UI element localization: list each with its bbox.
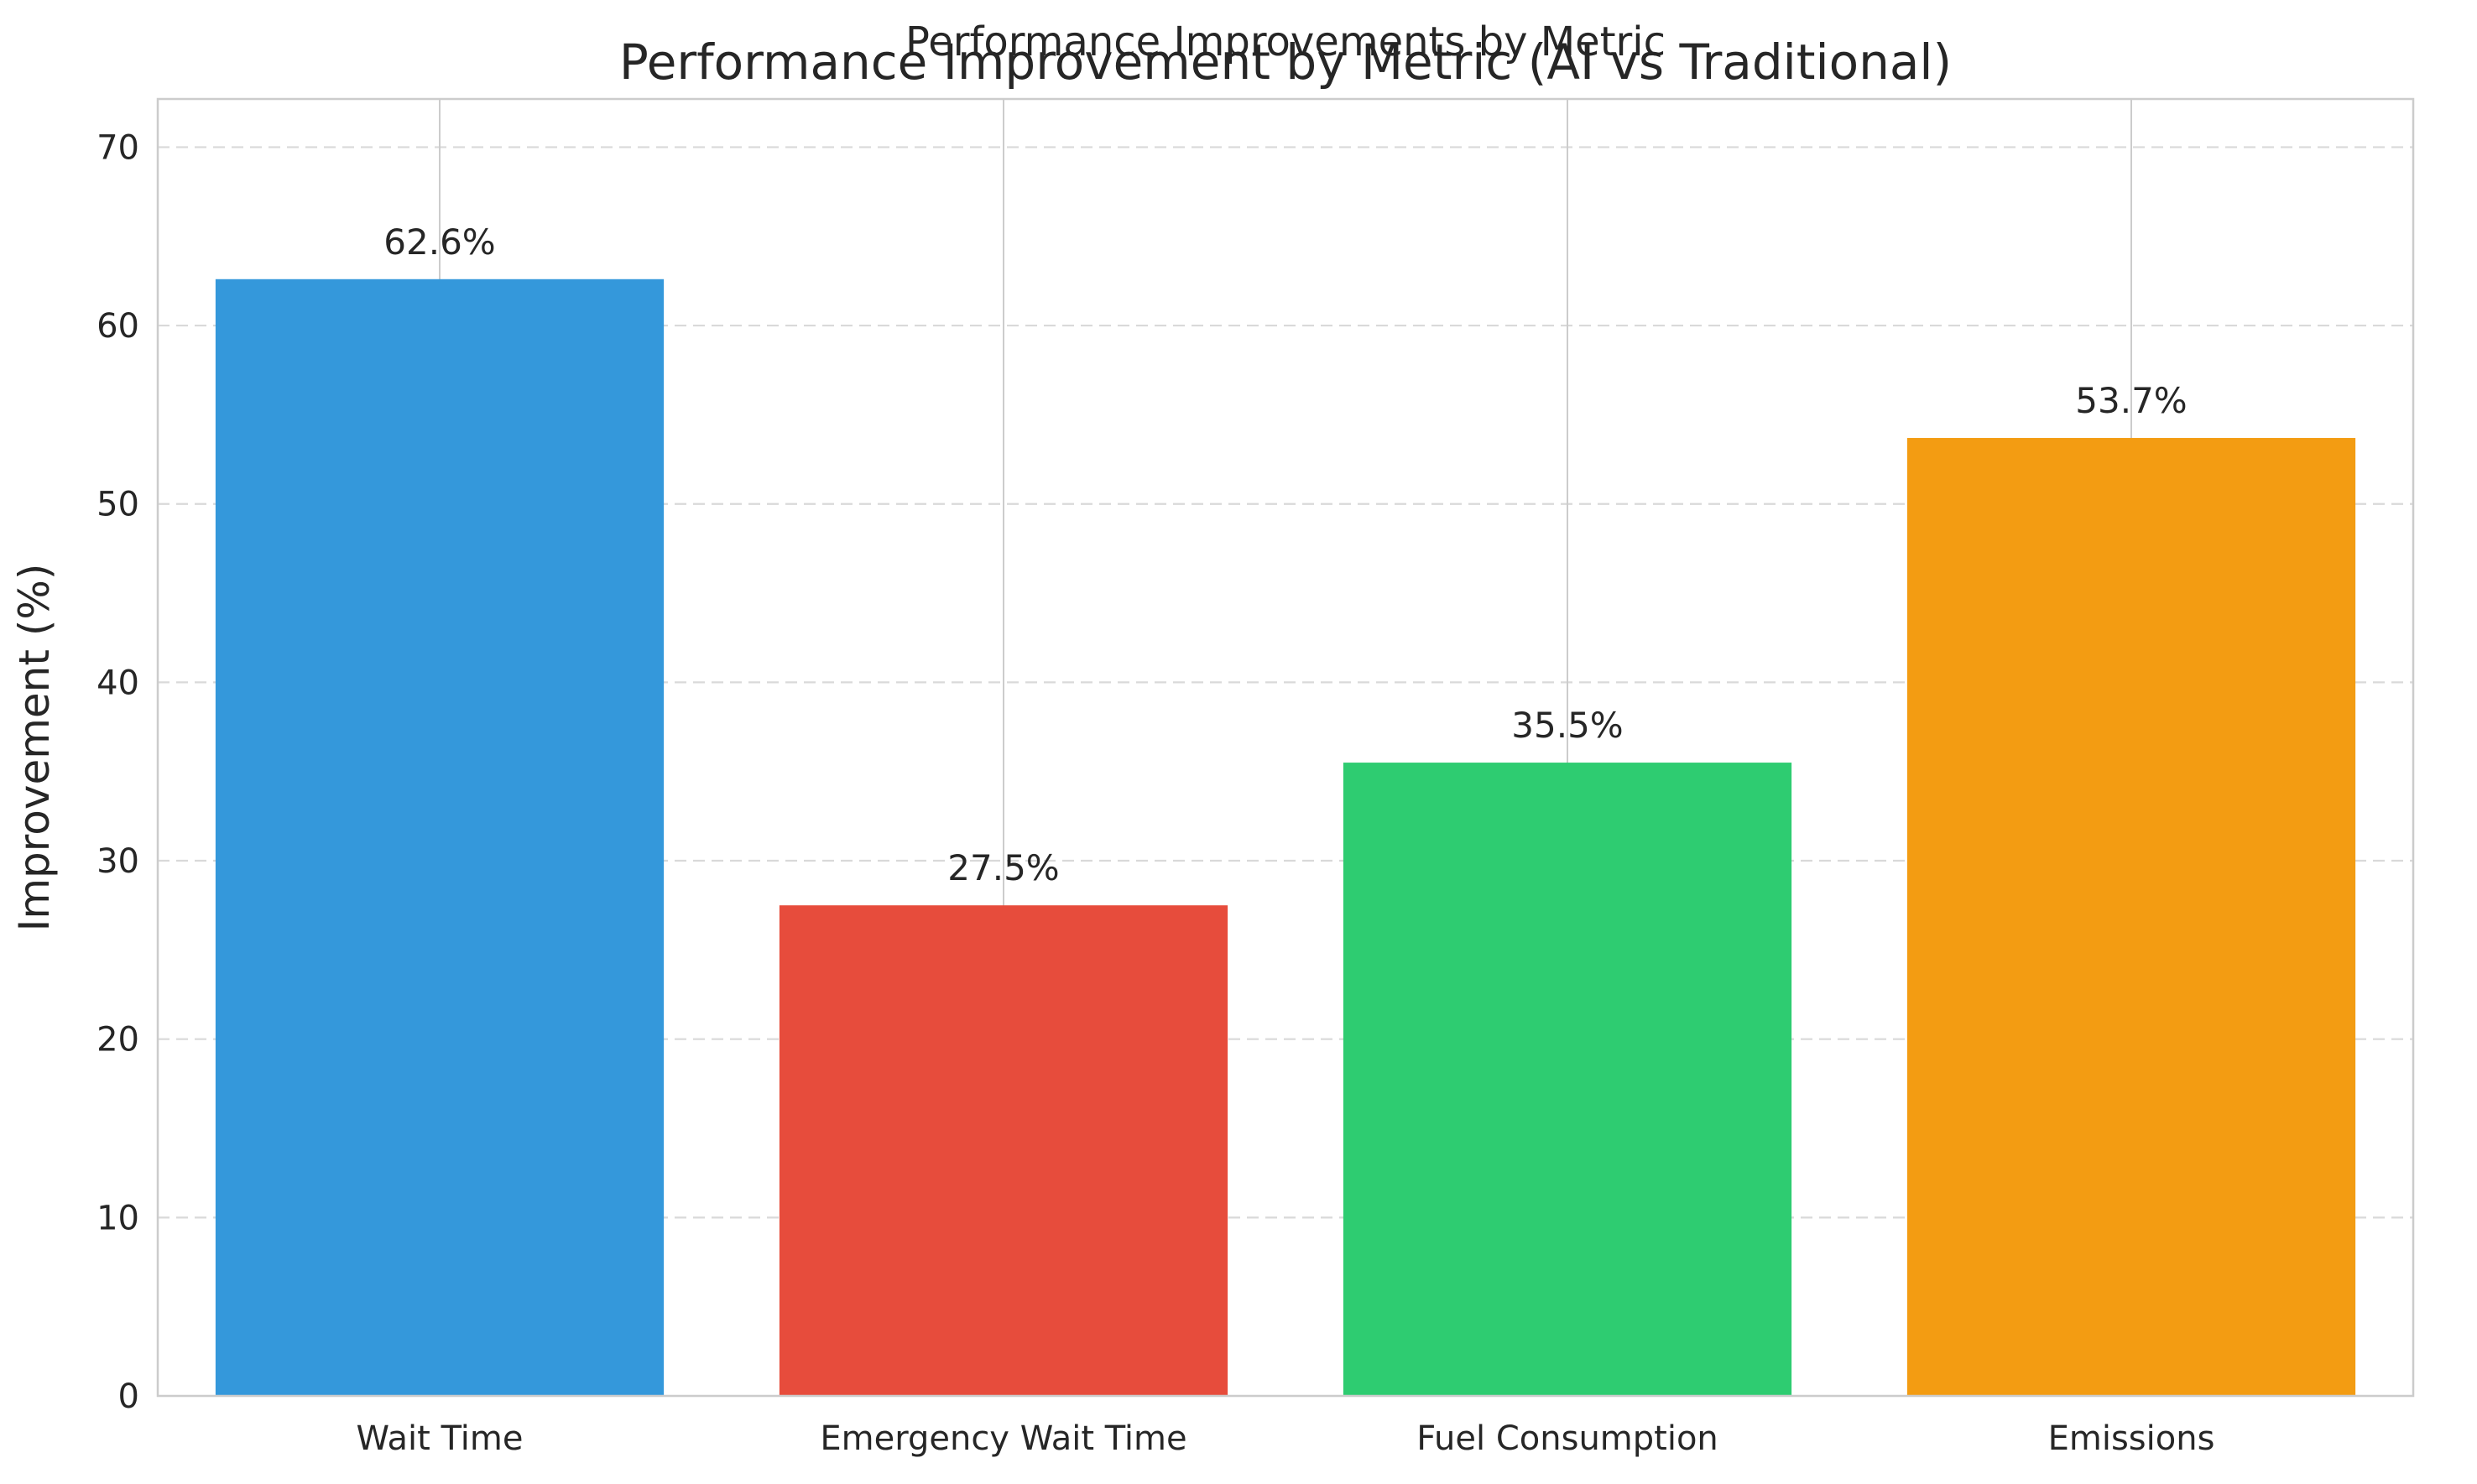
bar [779,905,1228,1396]
chart-suptitle: Performance Improvements by Metric [905,18,1666,65]
data-label: 35.5% [1511,705,1623,746]
y-tick-label: 10 [96,1199,139,1237]
y-axis-label: Improvement (%) [10,564,59,932]
y-tick-label: 0 [118,1377,139,1416]
bars [215,279,2356,1397]
x-tick-label: Fuel Consumption [1416,1419,1718,1458]
x-tick-label: Wait Time [357,1419,524,1458]
data-label: 53.7% [2075,380,2187,421]
y-tick-label: 30 [96,842,139,881]
bar [1343,763,1792,1396]
x-tick-label: Emissions [2048,1419,2215,1458]
x-tick-labels: Wait Time Emergency Wait Time Fuel Consump… [357,1419,2215,1458]
y-tick-label: 50 [96,486,139,524]
y-tick-label: 40 [96,664,139,702]
data-label: 62.6% [383,221,495,263]
y-tick-label: 60 [96,307,139,346]
bar [1906,438,2356,1397]
plot-frame [156,97,2415,1398]
data-labels: 62.6% 27.5% 35.5% 53.7% [383,221,2187,888]
bar [215,279,665,1397]
data-label: 27.5% [947,847,1059,888]
y-tick-label: 70 [96,128,139,167]
chart-title: Performance Improvement by Metric (AI vs… [619,34,1952,91]
x-tick-label: Emergency Wait Time [820,1419,1186,1458]
y-tick-labels: 0 10 20 30 40 50 60 70 [96,128,139,1416]
y-tick-label: 20 [96,1021,139,1060]
